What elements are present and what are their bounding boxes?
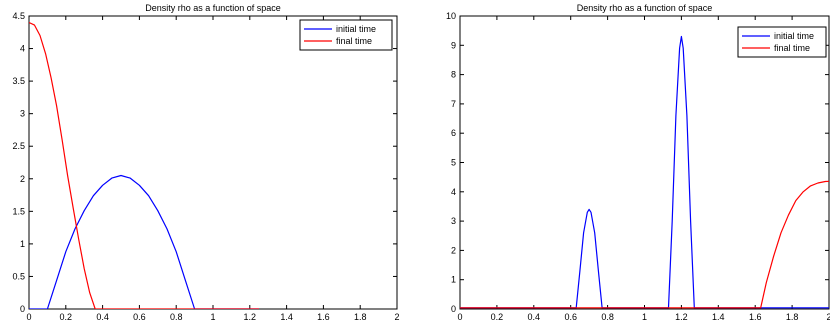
- x-tick-label: 0.4: [528, 312, 541, 322]
- x-tick-label: 1.2: [244, 312, 257, 322]
- x-tick-label: 1: [642, 312, 647, 322]
- x-tick-label: 2: [826, 312, 830, 322]
- y-tick-label: 8: [451, 70, 456, 80]
- legend-label: initial time: [336, 24, 376, 34]
- x-tick-label: 0: [26, 312, 31, 322]
- y-tick-label: 4: [451, 187, 456, 197]
- legend-label: final time: [336, 36, 372, 46]
- chart-2: 0 0.2 0.4 0.6 0.8 1 1.2 1.4 1.6 1.8 2 0 1 2 3 4 5 6 7 8 9 10 D…: [446, 3, 830, 322]
- y-tick-label: 9: [451, 40, 456, 50]
- legend: initial time final time: [299, 19, 393, 51]
- legend-label: final time: [774, 43, 810, 53]
- chart-title: Density rho as a function of space: [577, 3, 713, 13]
- x-tick-label: 1.2: [675, 312, 688, 322]
- legend-box: [299, 19, 393, 51]
- x-tick-label: 0.6: [133, 312, 146, 322]
- y-tick-label: 3: [451, 216, 456, 226]
- y-tick-label: 1: [451, 275, 456, 285]
- y-tick-label: 2: [451, 245, 456, 255]
- y-tick-label: 2.5: [12, 141, 25, 151]
- y-tick-label: 5: [451, 158, 456, 168]
- legend-box: [737, 26, 827, 58]
- x-tick-label: 1.6: [317, 312, 330, 322]
- x-tick-label: 0: [457, 312, 462, 322]
- x-tick-label: 1.4: [280, 312, 293, 322]
- y-tick-label: 4: [20, 44, 25, 54]
- x-tick-label: 1: [210, 312, 215, 322]
- y-tick-label: 2: [20, 174, 25, 184]
- chart-1: 0 0.2 0.4 0.6 0.8 1 1.2 1.4 1.6 1.8 2 0 0.5 1 1.5 2 2.5 3…: [12, 3, 399, 322]
- y-tick-label: 0: [451, 304, 456, 314]
- y-tick-label: 1.5: [12, 206, 25, 216]
- plot-frame: [28, 15, 398, 310]
- legend: initial time final time: [737, 26, 827, 58]
- chart-title: Density rho as a function of space: [145, 3, 281, 13]
- x-tick-label: 0.8: [170, 312, 183, 322]
- y-tick-label: 0.5: [12, 271, 25, 281]
- y-tick-label: 3: [20, 109, 25, 119]
- plot-frame: [459, 15, 830, 310]
- y-tick-label: 4.5: [12, 11, 25, 21]
- x-tick-label: 0.2: [60, 312, 73, 322]
- x-tick-label: 0.8: [601, 312, 614, 322]
- y-tick-label: 6: [451, 128, 456, 138]
- x-tick-label: 2: [394, 312, 399, 322]
- x-tick-label: 1.6: [749, 312, 762, 322]
- y-tick-label: 0: [20, 304, 25, 314]
- x-tick-label: 0.4: [96, 312, 109, 322]
- series-line-final-time: [29, 21, 259, 309]
- series-line-initial-time: [29, 174, 259, 309]
- series-line-final-time: [460, 180, 829, 309]
- x-tick-label: 0.2: [491, 312, 504, 322]
- y-tick-label: 7: [451, 99, 456, 109]
- x-tick-label: 1.4: [712, 312, 725, 322]
- x-tick-label: 1.8: [354, 312, 367, 322]
- x-tick-label: 1.8: [786, 312, 799, 322]
- y-tick-label: 3.5: [12, 76, 25, 86]
- y-tick-label: 1: [20, 239, 25, 249]
- x-tick-label: 0.6: [564, 312, 577, 322]
- legend-label: initial time: [774, 31, 814, 41]
- y-tick-label: 10: [446, 11, 456, 21]
